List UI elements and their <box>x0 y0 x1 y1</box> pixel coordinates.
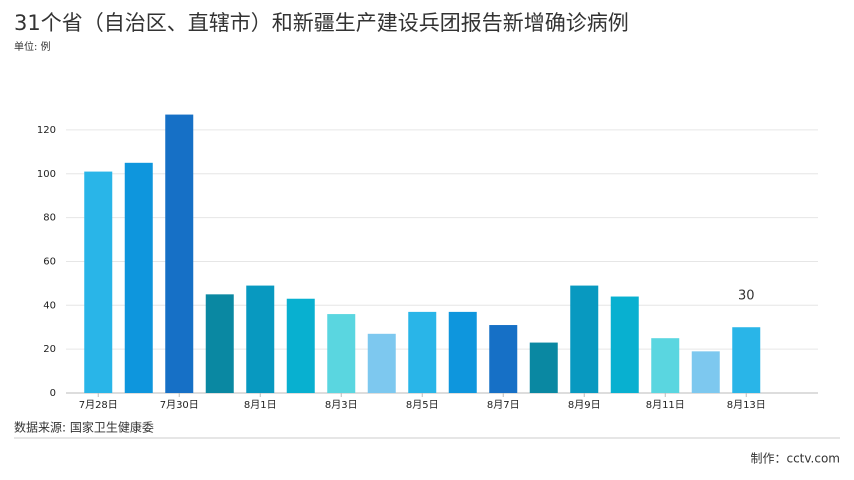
x-tick-label: 8月3日 <box>325 399 358 411</box>
bar <box>367 333 396 393</box>
bar <box>84 171 113 393</box>
y-tick-label: 20 <box>43 344 56 355</box>
bar <box>651 338 680 393</box>
y-tick-label: 0 <box>50 388 56 399</box>
bar <box>246 285 275 393</box>
x-tick-label: 7月28日 <box>79 399 118 411</box>
bar <box>124 162 153 393</box>
bar <box>286 298 315 393</box>
bar <box>327 314 356 393</box>
credit: 制作：cctv.com <box>750 452 840 466</box>
bar <box>691 351 720 393</box>
x-tick-label: 8月1日 <box>244 399 277 411</box>
y-tick-label: 40 <box>43 300 56 311</box>
bar <box>732 327 761 393</box>
bar <box>165 114 194 394</box>
y-tick-label: 120 <box>37 125 56 136</box>
chart-title: 31个省（自治区、直辖市）和新疆生产建设兵团报告新增确诊病例 <box>14 11 629 35</box>
bar <box>408 311 437 393</box>
bar <box>205 294 234 393</box>
data-label: 30 <box>738 289 755 304</box>
y-tick-label: 100 <box>37 169 56 180</box>
bar <box>570 285 599 393</box>
x-tick-label: 8月7日 <box>487 399 520 411</box>
unit: 单位: 例 <box>14 40 51 53</box>
source: 数据来源: 国家卫生健康委 <box>14 420 154 435</box>
bar <box>610 296 639 393</box>
x-tick-label: 7月30日 <box>160 399 199 411</box>
x-tick-label: 8月13日 <box>727 399 766 411</box>
y-tick-label: 80 <box>43 213 56 224</box>
x-tick-label: 8月9日 <box>568 399 601 411</box>
x-tick-label: 8月5日 <box>406 399 439 411</box>
bar <box>448 311 477 393</box>
x-tick-label: 8月11日 <box>646 399 685 411</box>
y-tick-label: 60 <box>43 256 56 267</box>
bar <box>529 342 558 393</box>
bar <box>489 325 518 393</box>
